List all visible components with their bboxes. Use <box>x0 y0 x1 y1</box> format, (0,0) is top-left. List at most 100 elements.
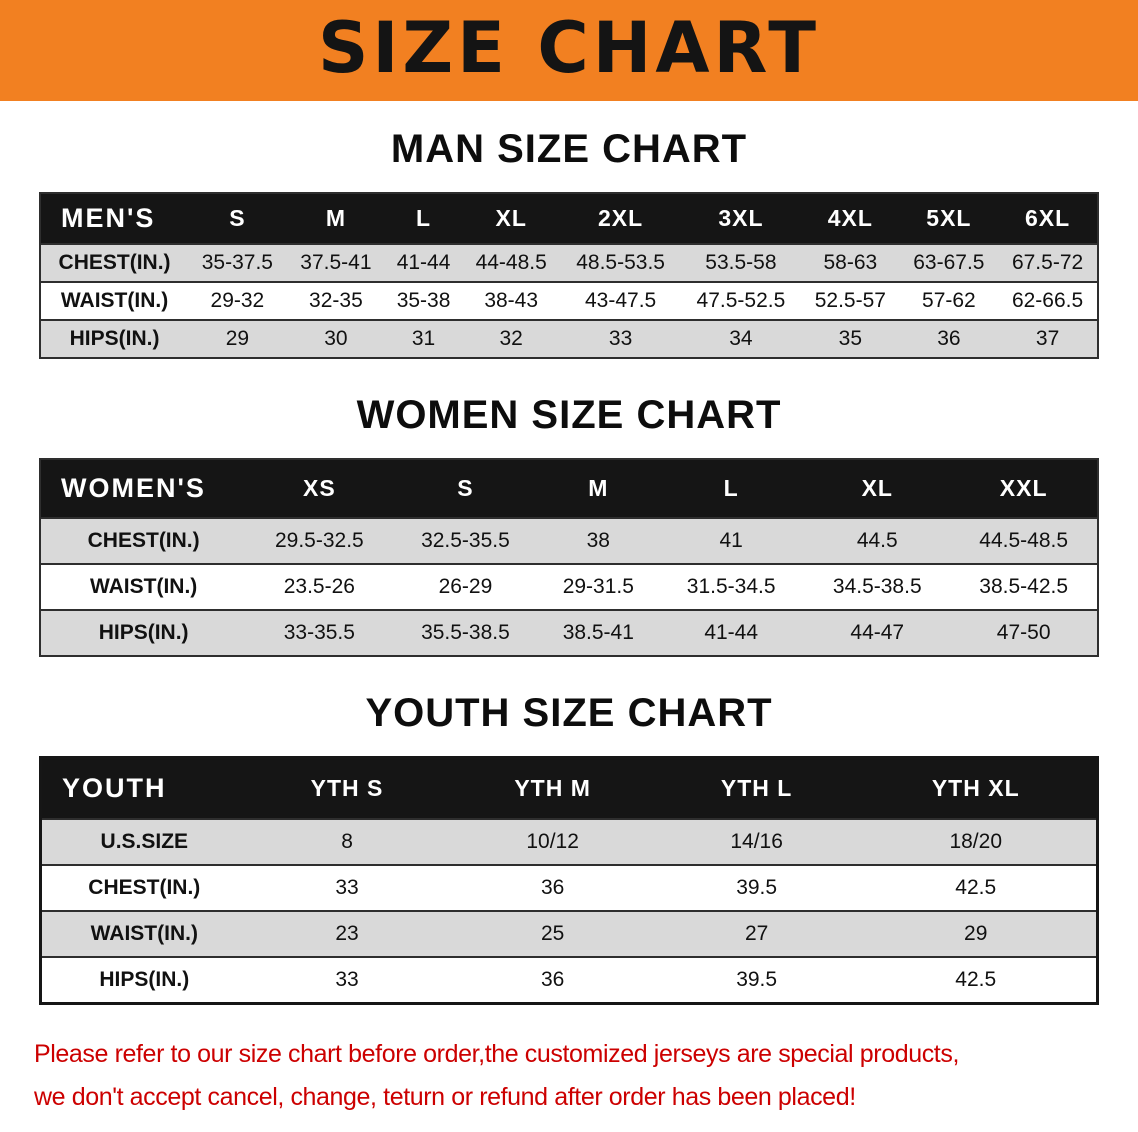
size-header-cell: XS <box>303 474 336 501</box>
size-header-cell: M <box>588 474 609 501</box>
measurement-row: WAIST(IN.) 23 25 27 29 <box>40 910 1098 957</box>
size-header-cell: M <box>325 204 346 231</box>
value-cell: 34.5-38.5 <box>832 574 922 598</box>
men-size-table: MEN'S S M L XL 2XL 3XL 4XL 5XL 6XL CHEST(IN.) 35-37… <box>39 191 1099 359</box>
value-cell: 33 <box>335 875 359 899</box>
value-cell: 44-48.5 <box>475 250 547 274</box>
disclaimer: Please refer to our size chart before or… <box>0 1039 1138 1114</box>
size-header-cell: YTH L <box>720 774 793 801</box>
size-header-cell: YTH XL <box>931 774 1020 801</box>
value-cell: 57-62 <box>922 288 976 312</box>
value-cell: 14/16 <box>730 829 783 853</box>
value-cell: 43-47.5 <box>584 288 657 312</box>
size-header-cell: XXL <box>999 474 1048 501</box>
disclaimer-line-1: Please refer to our size chart before or… <box>34 1039 959 1068</box>
value-cell: 42.5 <box>955 875 997 899</box>
measurement-row: CHEST(IN.) 33 36 39.5 42.5 <box>40 864 1098 911</box>
value-cell: 37.5-41 <box>300 250 372 274</box>
measurement-row: WAIST(IN.) 23.5-26 26-29 29-31.5 31.5-34.5 34… <box>40 563 1098 610</box>
value-cell: 33 <box>608 326 633 350</box>
value-cell: 48.5-53.5 <box>576 250 665 274</box>
header-row: WOMEN'S XS S M L XL XXL <box>40 458 1098 518</box>
value-cell: 42.5 <box>955 967 997 991</box>
table-title-cell: MEN'S <box>61 202 156 233</box>
row-label-cell: WAIST(IN.) <box>90 921 198 945</box>
value-cell: 32-35 <box>309 288 363 312</box>
value-cell: 30 <box>324 326 348 350</box>
value-cell: 38.5-42.5 <box>979 574 1069 598</box>
value-cell: 29.5-32.5 <box>274 528 364 552</box>
measurement-row: HIPS(IN.) 33-35.5 35.5-38.5 38.5-41 41-44 44-… <box>40 609 1098 656</box>
value-cell: 32 <box>499 326 523 350</box>
value-cell: 33 <box>335 967 359 991</box>
measurement-row: HIPS(IN.) 33 36 39.5 42.5 <box>40 956 1098 1003</box>
row-label-cell: WAIST(IN.) <box>89 574 198 598</box>
value-cell: 52.5-57 <box>814 288 886 312</box>
banner: SIZE CHART <box>0 0 1138 101</box>
value-cell: 8 <box>341 829 353 853</box>
value-cell: 23.5-26 <box>283 574 355 598</box>
value-cell: 38 <box>586 528 610 552</box>
value-cell: 63-67.5 <box>913 250 985 274</box>
page-title: SIZE CHART <box>317 7 821 89</box>
value-cell: 18/20 <box>949 829 1003 853</box>
value-cell: 36 <box>540 967 565 991</box>
size-header-cell: YTH M <box>514 774 591 801</box>
table-title-cell: WOMEN'S <box>61 472 206 503</box>
value-cell: 38.5-41 <box>562 620 634 644</box>
value-cell: 38-43 <box>484 288 539 312</box>
value-cell: 41 <box>719 528 743 552</box>
value-cell: 35 <box>838 326 863 350</box>
value-cell: 53.5-58 <box>705 250 777 274</box>
value-cell: 23 <box>335 921 359 945</box>
value-cell: 29 <box>225 326 250 350</box>
measurement-row: U.S.SIZE 8 10/12 14/16 18/20 <box>40 818 1098 865</box>
value-cell: 37 <box>1035 326 1060 350</box>
measurement-row: WAIST(IN.) 29-32 32-35 35-38 38-43 43-47.5 47.… <box>40 281 1098 320</box>
size-header-cell: XL <box>495 204 527 231</box>
youth-size-table: YOUTH YTH S YTH M YTH L YTH XL U.S.SIZE 8 10/12… <box>39 755 1099 1005</box>
measurement-row: HIPS(IN.) 29 30 31 32 33 34 35 36 37 <box>40 319 1098 358</box>
header-row: MEN'S S M L XL 2XL 3XL 4XL 5XL 6XL <box>40 192 1098 244</box>
value-cell: 36 <box>937 326 961 350</box>
size-header-cell: S <box>229 204 246 231</box>
size-header-cell: YTH S <box>310 774 384 801</box>
value-cell: 58-63 <box>823 250 878 274</box>
value-cell: 67.5-72 <box>1011 250 1084 274</box>
row-label-cell: HIPS(IN.) <box>98 620 189 644</box>
row-label-cell: U.S.SIZE <box>100 829 189 853</box>
size-header-cell: 4XL <box>827 204 873 231</box>
table-title-cell: YOUTH <box>62 772 167 803</box>
measurement-row: CHEST(IN.) 29.5-32.5 32.5-35.5 38 41 44.5 44.5… <box>40 517 1098 564</box>
value-cell: 31 <box>411 326 436 350</box>
row-label-cell: HIPS(IN.) <box>99 967 190 991</box>
women-section-heading: WOMEN SIZE CHART <box>356 392 782 437</box>
value-cell: 44.5-48.5 <box>979 528 1069 552</box>
value-cell: 44.5 <box>856 528 898 552</box>
value-cell: 10/12 <box>526 829 579 853</box>
disclaimer-line-2: we don't accept cancel, change, teturn o… <box>34 1082 856 1111</box>
value-cell: 29-31.5 <box>562 574 634 598</box>
size-header-cell: XL <box>861 474 893 501</box>
value-cell: 39.5 <box>736 967 778 991</box>
value-cell: 26-29 <box>438 574 493 598</box>
value-cell: 29-32 <box>210 288 265 312</box>
value-cell: 33-35.5 <box>283 620 355 644</box>
value-cell: 44-47 <box>850 620 905 644</box>
value-cell: 35-37.5 <box>201 250 273 274</box>
value-cell: 41-44 <box>704 620 759 644</box>
value-cell: 36 <box>540 875 565 899</box>
size-header-cell: 3XL <box>718 204 764 231</box>
value-cell: 31.5-34.5 <box>686 574 776 598</box>
value-cell: 25 <box>540 921 565 945</box>
row-label-cell: CHEST(IN.) <box>88 875 201 899</box>
size-header-cell: 5XL <box>926 204 972 231</box>
value-cell: 34 <box>729 326 753 350</box>
value-cell: 47.5-52.5 <box>696 288 786 312</box>
value-cell: 39.5 <box>736 875 778 899</box>
value-cell: 62-66.5 <box>1011 288 1084 312</box>
value-cell: 35.5-38.5 <box>421 620 510 644</box>
value-cell: 47-50 <box>996 620 1051 644</box>
row-label-cell: WAIST(IN.) <box>60 288 169 312</box>
